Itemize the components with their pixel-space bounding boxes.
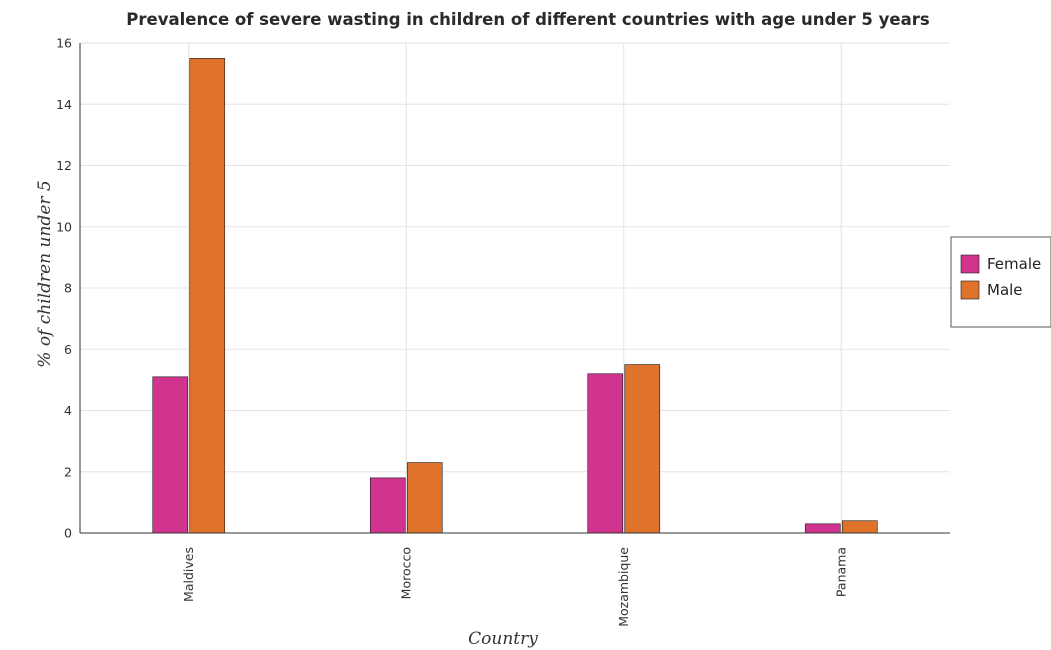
bar-male-panama — [841, 520, 878, 534]
bars — [152, 58, 878, 534]
bar-female-morocco — [369, 477, 406, 534]
bar-male-maldives — [189, 58, 226, 534]
y-tick-label: 12 — [56, 158, 72, 173]
x-tick-label: Morocco — [398, 547, 413, 599]
x-axis-label: Country — [468, 629, 538, 649]
legend-label-female: Female — [987, 255, 1041, 273]
bar-female-mozambique — [587, 373, 624, 534]
y-tick-label: 10 — [56, 219, 72, 234]
y-tick-label: 6 — [64, 342, 72, 357]
bar-female-maldives — [152, 376, 189, 534]
legend: Female Male — [950, 236, 1051, 328]
y-tick-label: 4 — [64, 403, 72, 418]
axes — [79, 43, 950, 534]
legend-swatch-male — [960, 280, 980, 300]
chart-title: Prevalence of severe wasting in children… — [126, 10, 930, 29]
y-tick-label: 14 — [56, 97, 72, 112]
y-tick-labels: 0 2 4 6 8 10 12 14 16 — [56, 36, 72, 541]
x-tick-label: Panama — [833, 547, 848, 597]
y-tick-label: 0 — [64, 526, 72, 541]
y-axis-label: % of children under 5 — [35, 180, 55, 367]
x-tick-label: Maldives — [181, 547, 196, 602]
bar-male-mozambique — [624, 364, 661, 534]
legend-label-male: Male — [987, 281, 1023, 299]
legend-swatch-female — [960, 254, 980, 274]
y-tick-label: 16 — [56, 36, 72, 51]
y-tick-label: 2 — [64, 464, 72, 479]
bar-female-panama — [804, 523, 841, 534]
x-tick-label: Mozambique — [616, 547, 631, 627]
y-tick-label: 8 — [64, 281, 72, 296]
x-tick-labels: Maldives Morocco Mozambique Panama — [181, 547, 849, 627]
bar-male-morocco — [406, 462, 443, 534]
